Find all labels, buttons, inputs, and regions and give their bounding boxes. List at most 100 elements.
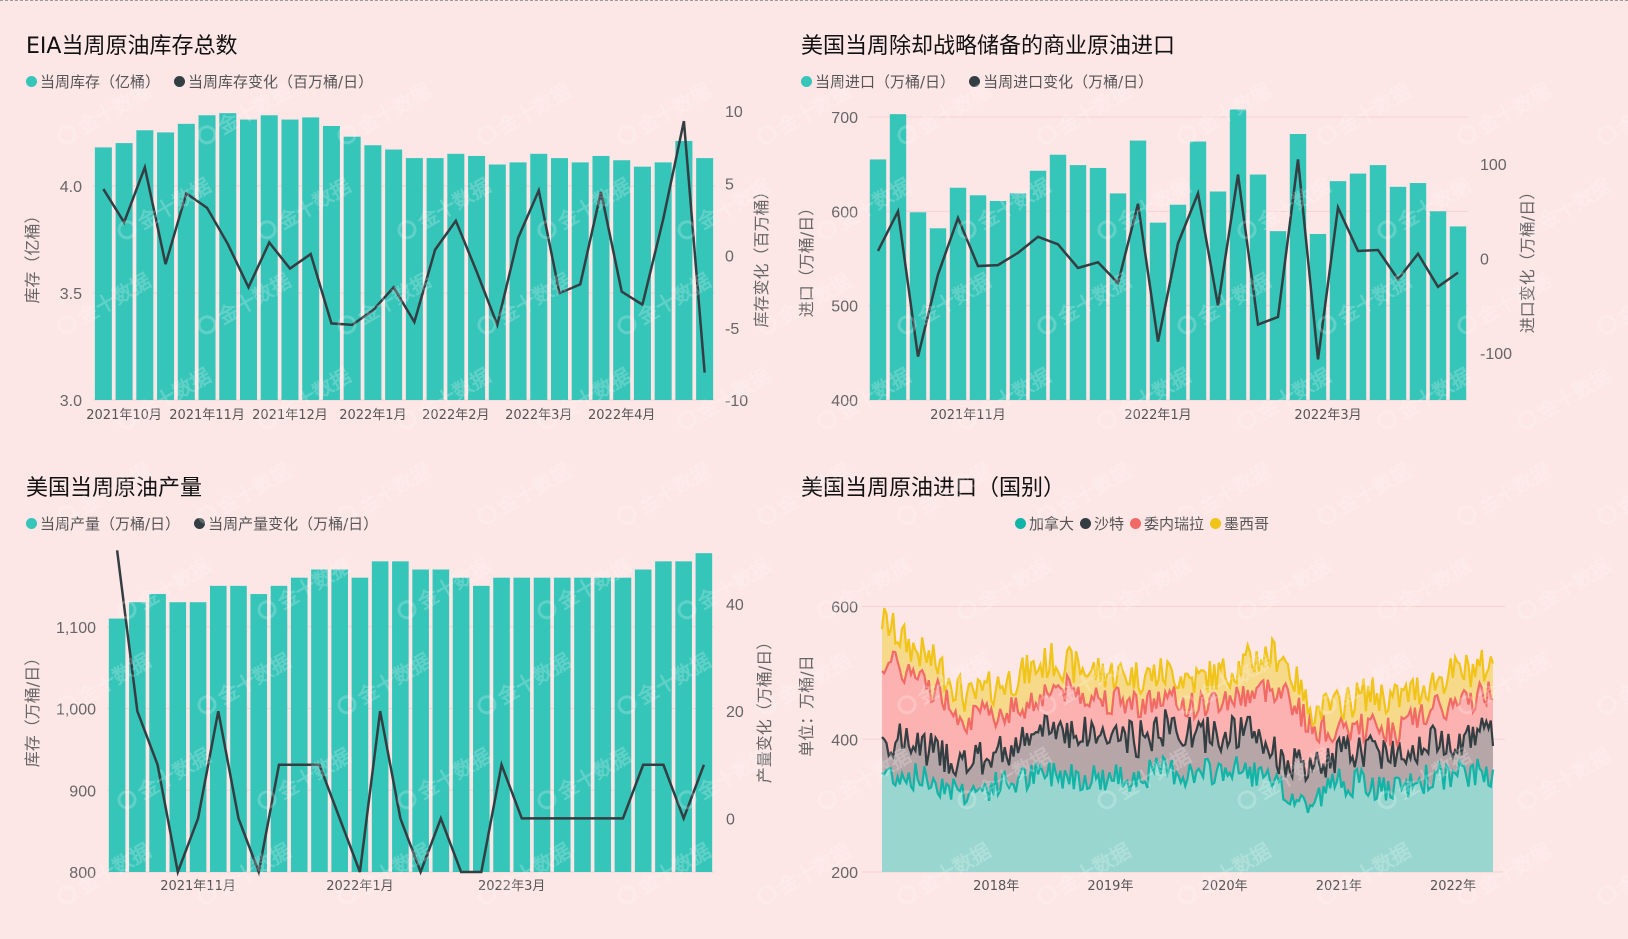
bar	[869, 159, 887, 400]
legend-dot-icon	[1015, 518, 1026, 529]
y-axis-label: 库存（万桶/日）	[23, 650, 42, 767]
y2-tick-label: 40	[726, 597, 744, 614]
bar	[613, 160, 631, 400]
bar	[929, 228, 947, 400]
legend-label: 当周进口变化（万桶/日）	[983, 73, 1154, 91]
bar	[949, 187, 967, 400]
bar	[633, 166, 651, 400]
bar	[696, 158, 714, 400]
legend-label: 墨西哥	[1224, 515, 1270, 533]
x-tick-label: 2022年1月	[326, 879, 393, 894]
bar	[889, 114, 907, 401]
bar	[1389, 186, 1407, 400]
line-venezuela	[881, 650, 1494, 747]
bar	[1169, 204, 1187, 400]
x-tick-label: 2021年12月	[252, 408, 328, 423]
area-saudi	[882, 709, 1493, 813]
x-tick-label: 2022年1月	[1124, 408, 1191, 423]
y-tick-label: 600	[831, 600, 858, 617]
bar	[468, 155, 486, 400]
y2-tick-label: 5	[725, 176, 734, 193]
legend-item[interactable]: 当周进口（万桶/日）	[801, 71, 955, 92]
bar	[452, 577, 470, 872]
bar	[1349, 173, 1367, 400]
bar	[493, 577, 510, 872]
chart-title-imports-by-country: 美国当周原油进口（国别）	[801, 476, 1066, 501]
legend-item[interactable]: 当周进口变化（万桶/日）	[969, 71, 1153, 92]
bar	[513, 577, 531, 872]
change-line	[115, 550, 706, 877]
bar	[1309, 233, 1327, 400]
legend-dot-icon	[174, 76, 186, 87]
legend-label: 委内瑞拉	[1144, 515, 1205, 533]
legend-label: 当周产量（万桶/日）	[40, 515, 181, 533]
bar	[473, 585, 490, 872]
legend-dot-icon	[1210, 518, 1222, 529]
legend-dot-icon	[26, 76, 37, 87]
bar	[1449, 226, 1467, 400]
y-tick-label: 200	[831, 865, 858, 882]
bar	[989, 200, 1007, 400]
bar	[432, 569, 450, 872]
y2-tick-label: -5	[725, 321, 739, 338]
bar	[169, 602, 187, 872]
bar	[574, 577, 591, 872]
x-tick-label: 2022年2月	[422, 408, 489, 423]
legend-item[interactable]: 当周产量（万桶/日）	[26, 513, 180, 534]
legend-label: 当周产量变化（万桶/日）	[208, 515, 379, 533]
y-tick-label: 400	[831, 732, 858, 749]
bar	[385, 149, 403, 400]
bar	[550, 158, 569, 400]
bar	[157, 132, 175, 400]
bar	[1409, 183, 1427, 400]
y-tick-label: 700	[831, 110, 858, 127]
bar	[136, 130, 154, 400]
bar	[270, 585, 288, 872]
legend-label: 沙特	[1094, 515, 1125, 533]
legend-item[interactable]: 墨西哥	[1210, 513, 1269, 534]
bar	[1369, 165, 1387, 400]
legend-item[interactable]: 当周库存（亿桶）	[26, 71, 160, 92]
legend-label: 当周进口（万桶/日）	[815, 73, 956, 91]
legend-item[interactable]: 当周产量变化（万桶/日）	[194, 513, 378, 534]
bar	[343, 136, 361, 400]
bar	[509, 162, 527, 400]
bar	[260, 115, 278, 400]
bar	[351, 577, 369, 872]
bar	[1029, 170, 1047, 400]
legend-item[interactable]: 当周库存变化（百万桶/日）	[174, 71, 373, 92]
y-tick-label: 4.0	[60, 179, 82, 196]
chart-title-eia-inventory: EIA当周原油库存总数	[26, 34, 238, 59]
y2-tick-label: -10	[725, 393, 748, 410]
x-tick-label: 2021年11月	[930, 408, 1006, 423]
bar	[198, 115, 216, 400]
bar	[322, 125, 340, 401]
change-line	[876, 159, 1459, 360]
legend-dot-icon	[26, 518, 37, 529]
chart-title-crude-production: 美国当周原油产量	[26, 476, 203, 501]
legend-item[interactable]: 委内瑞拉	[1130, 513, 1204, 534]
bar	[331, 569, 348, 872]
bar	[281, 119, 299, 401]
bar	[695, 553, 713, 872]
bar	[405, 158, 423, 400]
bar	[553, 577, 571, 872]
bar	[115, 143, 133, 400]
legend-item[interactable]: 加拿大	[1015, 513, 1074, 534]
bar	[655, 561, 672, 872]
x-tick-label: 2021年10月	[86, 408, 162, 423]
bar	[1229, 109, 1247, 400]
legend-item[interactable]: 沙特	[1080, 513, 1124, 534]
x-tick-label: 2019年	[1087, 879, 1133, 894]
bar	[447, 153, 465, 400]
bar	[634, 569, 652, 872]
legend-imports-by-country: 加拿大 沙特 委内瑞拉 墨西哥	[1015, 513, 1275, 534]
x-tick-label: 2020年	[1202, 879, 1248, 894]
bar	[302, 117, 320, 400]
y-axis-label: 单位：万桶/日	[797, 655, 816, 756]
x-tick-label: 2022年1月	[339, 408, 406, 423]
bar	[177, 123, 195, 400]
legend-dot-icon	[1130, 518, 1142, 529]
bar	[969, 195, 987, 400]
bar	[1429, 211, 1447, 400]
